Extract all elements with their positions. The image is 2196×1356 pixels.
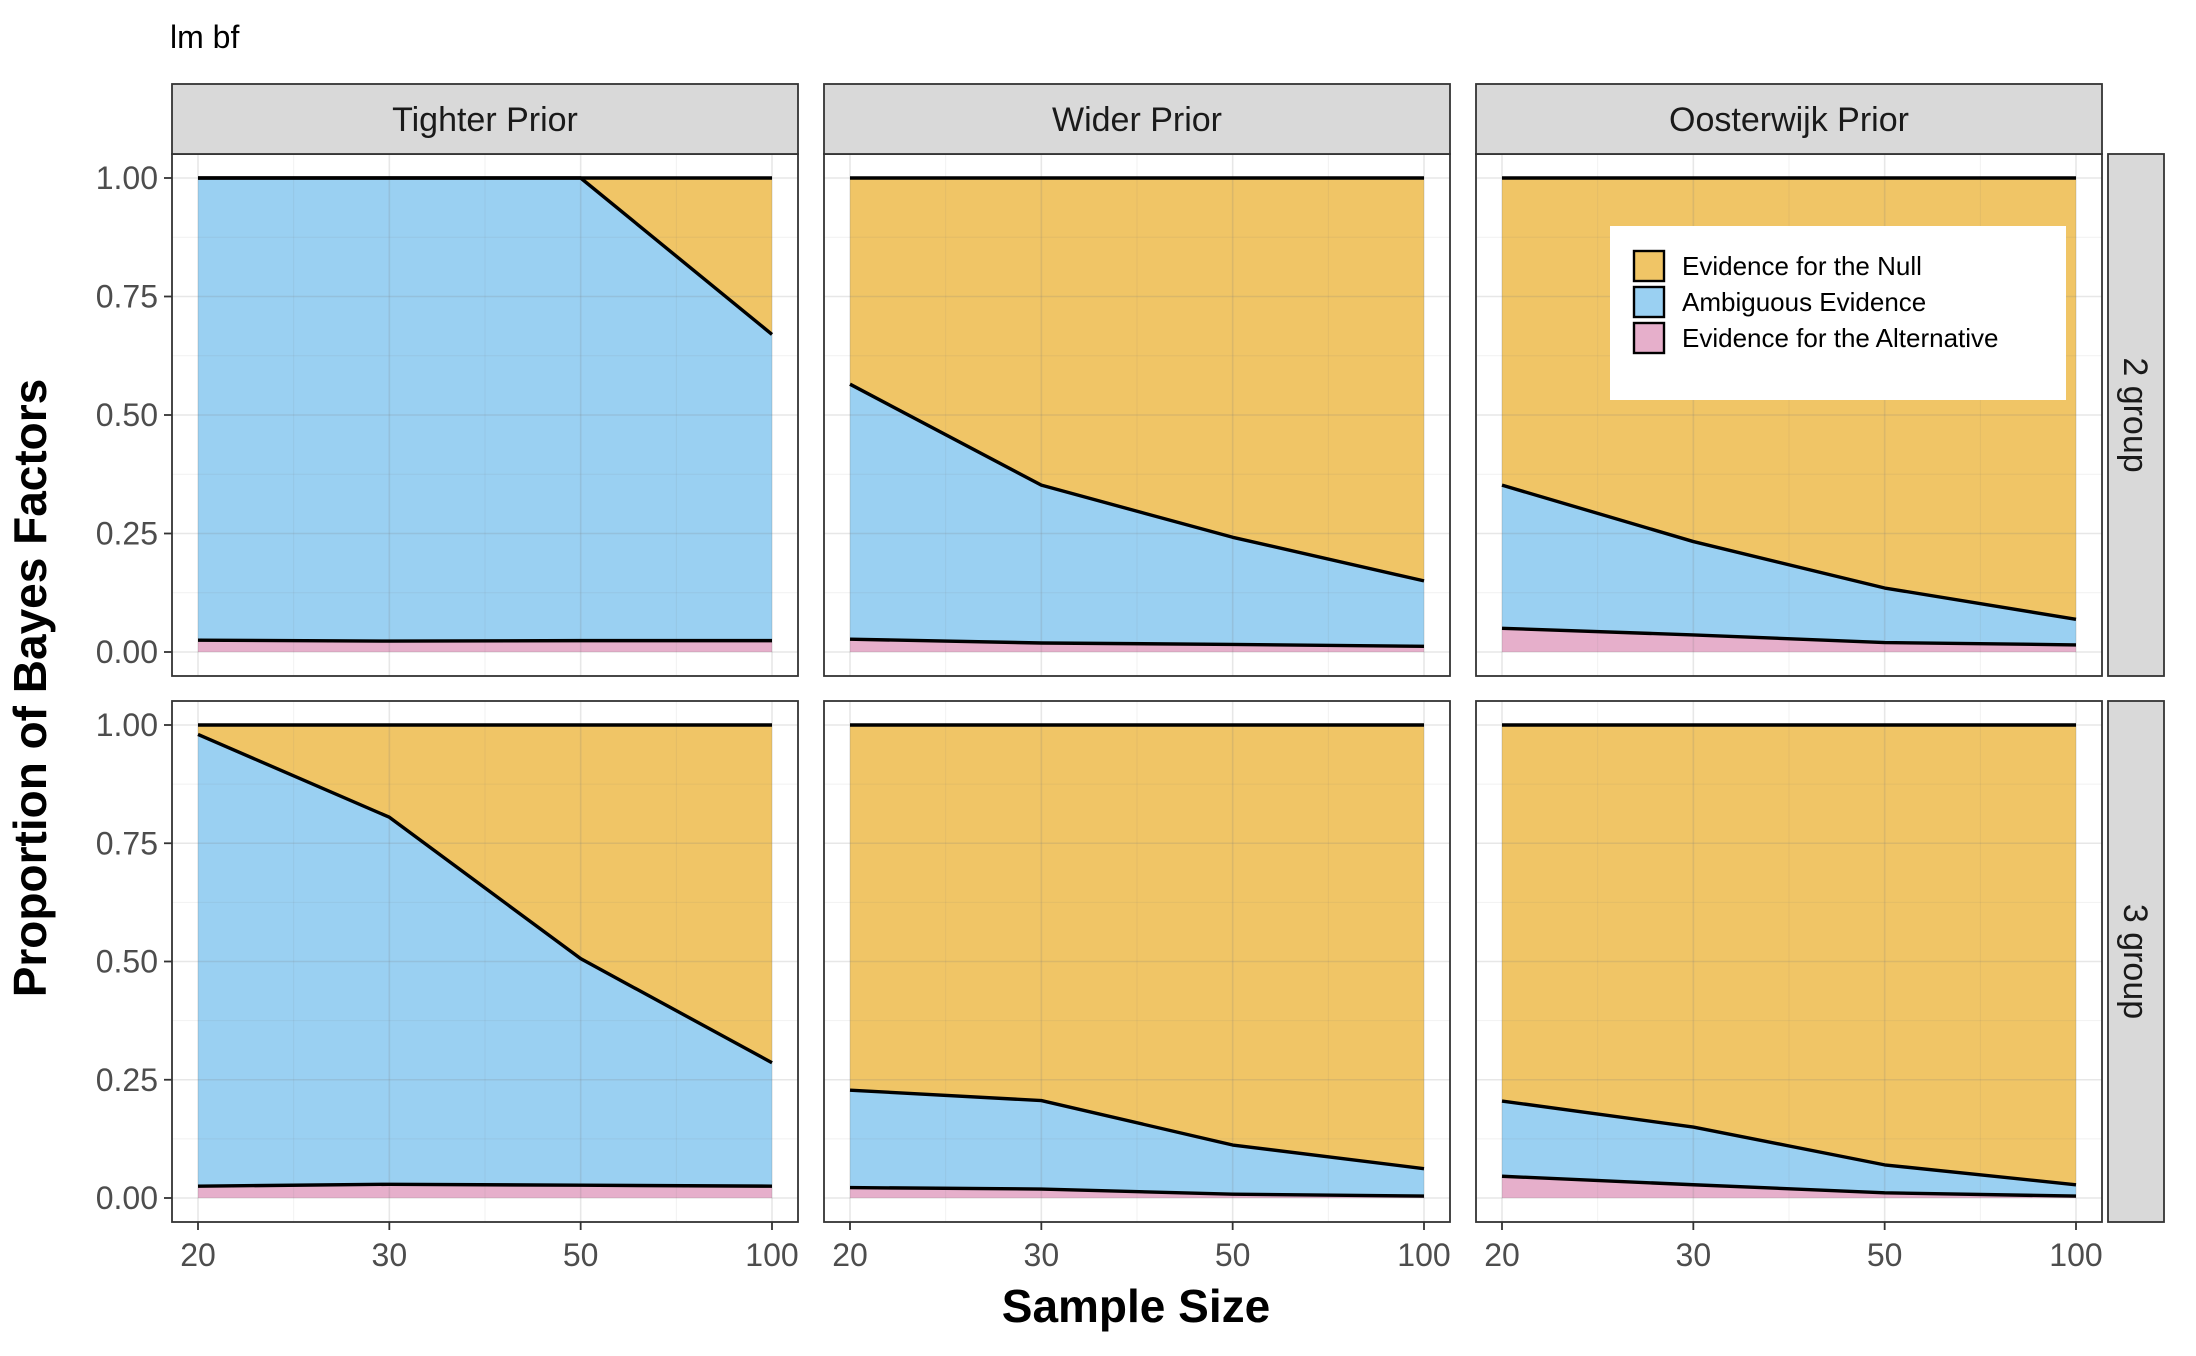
y-ticks-layer: 0.00 0.25 0.50 0.75 1.00 0.00 0.25 0.50 0.75 1.00 [96,160,172,1216]
x-tick-label: 100 [2049,1237,2102,1273]
strip-row-0: 2 group [2107,153,2165,677]
y-axis-title: Proportion of Bayes Factors [4,379,56,998]
y-tick-label: 0.00 [96,634,158,670]
x-tick-label: 30 [1024,1237,1060,1273]
boundary-line-alternative [849,637,1425,649]
y-tick-label: 0.50 [96,944,158,980]
x-tick-label: 50 [1215,1237,1251,1273]
plot-title: lm bf [170,19,239,55]
legend-background [1610,226,2066,400]
y-tick-label: 1.00 [96,160,158,196]
panel-0-0 [171,153,799,677]
boundary-line-alternative [1501,1174,2077,1198]
panel-1-2 [1475,700,2103,1223]
strip-background [2107,700,2165,1223]
strip-background [2107,153,2165,677]
area-evidence-null [1502,725,2076,1185]
boundary-line-ambiguous [197,732,773,1065]
panel-border [1475,700,2103,1223]
y-tick-label: 0.25 [96,1062,158,1098]
strip-col-2: Oosterwijk Prior [1475,83,2103,155]
panel-1-1 [823,700,1451,1223]
panel-0-1 [823,153,1451,677]
x-tick-label: 50 [1867,1237,1903,1273]
strips-layer: Tighter Prior Wider Prior Oosterwijk Prior… [171,83,2165,1223]
area-ambiguous-evidence [1502,1101,2076,1197]
y-tick-label: 0.50 [96,397,158,433]
x-tick-label: 100 [745,1237,798,1273]
panel-border [823,700,1451,1223]
legend-label: Evidence for the Null [1682,251,1922,281]
legend-swatch [1632,285,1666,319]
facet-label-row: 2 group [2116,357,2154,472]
y-tick-label: 1.00 [96,707,158,743]
area-evidence-alternative [198,1184,772,1198]
y-tick-label: 0.25 [96,516,158,552]
area-evidence-null [198,725,772,1063]
facet-label-col: Oosterwijk Prior [1669,101,1909,139]
x-tick-label: 30 [372,1237,408,1273]
legend-label: Evidence for the Alternative [1682,323,1999,353]
facet-label-row: 3 group [2116,904,2154,1019]
strip-background [1475,83,2103,155]
area-evidence-alternative [1502,1176,2076,1198]
gridlines [824,701,1450,1222]
area-evidence-null [198,178,772,335]
facet-label-col: Wider Prior [1052,101,1222,139]
area-evidence-null [850,178,1424,581]
x-tick-label: 30 [1676,1237,1712,1273]
boundary-line-ambiguous [849,1088,1425,1171]
boundary-line-alternative [197,638,772,643]
legend: Evidence for the Null Ambiguous Evidence E… [1610,226,2066,400]
panel-1-0 [171,700,799,1223]
area-ambiguous-evidence [850,1090,1424,1197]
strip-row-1: 3 group [2107,700,2165,1223]
area-evidence-alternative [198,640,772,652]
boundary-line-alternative [849,1185,1425,1198]
area-ambiguous-evidence [850,384,1424,647]
legend-swatch [1632,249,1666,283]
x-tick-label: 100 [1397,1237,1450,1273]
boundary-line-ambiguous [1501,483,2077,621]
area-ambiguous-evidence [198,178,772,642]
x-ticks-layer: 20 30 50 100 20 30 50 100 20 30 50 100 [180,1222,2103,1273]
boundary-line-alternative [197,1182,773,1188]
strip-background [823,83,1451,155]
boundary-line-ambiguous [849,382,1425,583]
area-ambiguous-evidence [198,734,772,1187]
x-tick-label: 20 [180,1237,216,1273]
strip-col-1: Wider Prior [823,83,1451,155]
strip-background [171,83,799,155]
strip-col-0: Tighter Prior [171,83,799,155]
legend-item: Evidence for the Null [1632,249,1922,283]
x-tick-label: 20 [1484,1237,1520,1273]
legend-swatch [1632,321,1666,355]
y-tick-label: 0.75 [96,825,158,861]
x-axis-title: Sample Size [1002,1280,1270,1332]
legend-item: Ambiguous Evidence [1632,285,1926,319]
facet-label-col: Tighter Prior [392,101,578,139]
y-tick-label: 0.00 [96,1180,158,1216]
y-tick-label: 0.75 [96,279,158,315]
legend-item: Evidence for the Alternative [1632,321,1999,355]
area-evidence-null [850,725,1424,1169]
x-tick-label: 50 [563,1237,599,1273]
boundary-line-alternative [1501,626,2077,647]
legend-label: Ambiguous Evidence [1682,287,1926,317]
x-tick-label: 20 [832,1237,868,1273]
boundary-line-ambiguous [1501,1099,2077,1187]
